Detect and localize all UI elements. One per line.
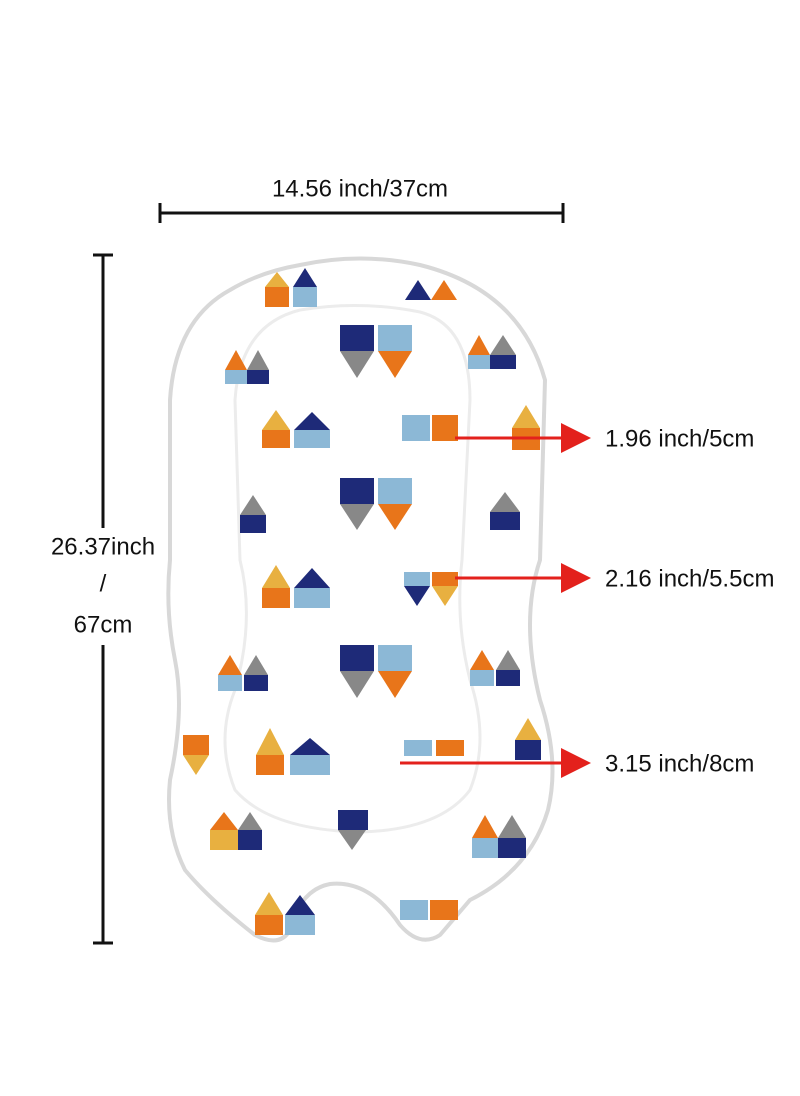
print-pattern: [183, 268, 541, 935]
width-dimension: [158, 203, 565, 223]
callout-label: 3.15 inch/8cm: [605, 750, 754, 777]
height-label: /: [100, 570, 107, 597]
height-dimension: [93, 253, 113, 945]
height-label: 67cm: [74, 611, 133, 638]
width-label: 14.56 inch/37cm: [272, 175, 448, 202]
callout-label: 2.16 inch/5.5cm: [605, 565, 774, 592]
height-label: 26.37inch: [51, 533, 155, 560]
callout-label: 1.96 inch/5cm: [605, 425, 754, 452]
cushion: [166, 256, 555, 943]
callout-arrows: [400, 423, 591, 778]
